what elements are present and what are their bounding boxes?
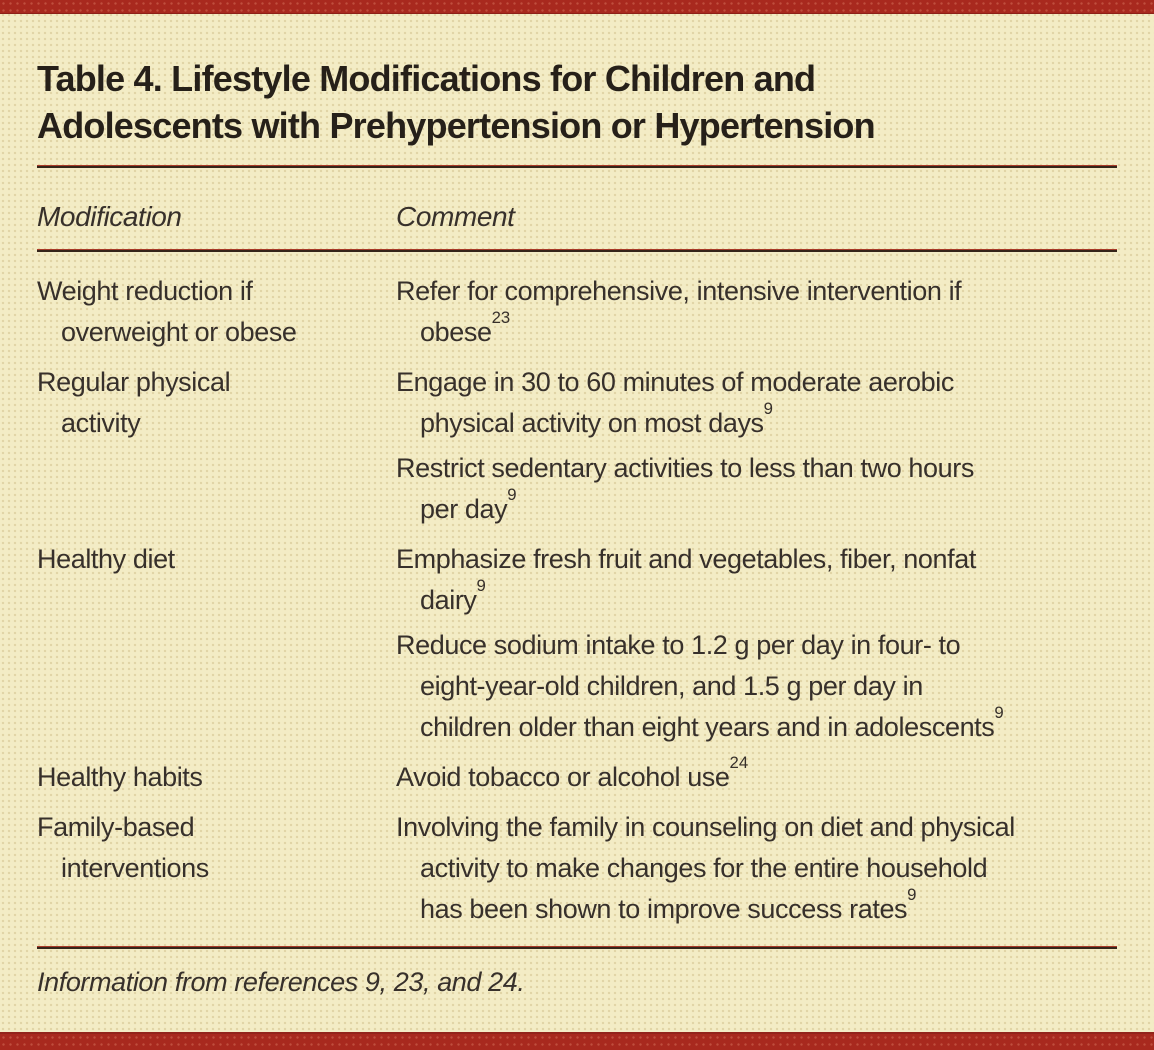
footer-rule: [37, 946, 1117, 949]
reference-superscript: 9: [476, 575, 486, 595]
column-header-comment: Comment: [396, 201, 515, 232]
modification-cell: Healthy habits: [37, 757, 327, 802]
modification-text: Healthy habits: [37, 762, 203, 792]
table-row: Family-based interventions Involving the f…: [37, 807, 1117, 934]
modification-cell: Healthy diet: [37, 539, 327, 752]
reference-superscript: 24: [729, 752, 749, 772]
table-row: Weight reduction if overweight or obese Re…: [37, 271, 1117, 357]
modification-text: Family-based interventions: [37, 812, 209, 883]
table-row: Regular physical activity Engage in 30 to …: [37, 362, 1117, 534]
comment-paragraph: Reduce sodium intake to 1.2 g per day in…: [396, 630, 1004, 742]
reference-superscript: 9: [507, 484, 517, 504]
comment-paragraph: Restrict sedentary activities to less th…: [396, 453, 974, 524]
reference-superscript: 23: [491, 307, 511, 327]
modification-cell: Weight reduction if overweight or obese: [37, 271, 327, 357]
comment-paragraph: Avoid tobacco or alcohol use24: [396, 752, 749, 792]
comment-cell: Refer for comprehensive, intensive inter…: [396, 271, 1117, 357]
comment-paragraph: Emphasize fresh fruit and vegetables, fi…: [396, 544, 976, 615]
table-row: Healthy diet Emphasize fresh fruit and ve…: [37, 539, 1117, 752]
table-row: Healthy habits Avoid tobacco or alcohol u…: [37, 752, 1117, 802]
comment-cell: Engage in 30 to 60 minutes of moderate a…: [396, 362, 1117, 534]
table-figure: Table 4. Lifestyle Modifications for Chi…: [0, 14, 1154, 1003]
top-accent-bar: [0, 0, 1154, 14]
reference-superscript: 9: [994, 702, 1004, 722]
reference-superscript: 9: [907, 884, 917, 904]
footnote: Information from references 9, 23, and 2…: [37, 967, 525, 997]
modification-text: Healthy diet: [37, 544, 175, 574]
modification-cell: Regular physical activity: [37, 362, 327, 534]
column-header-modification: Modification: [37, 201, 182, 232]
comment-paragraph: Involving the family in counseling on di…: [396, 812, 1015, 924]
header-rule: [37, 249, 1117, 252]
table-title: Table 4. Lifestyle Modifications for Chi…: [37, 58, 876, 146]
table-body: Weight reduction if overweight or obese Re…: [37, 252, 1117, 934]
modification-text: Weight reduction if overweight or obese: [37, 276, 297, 347]
comment-cell: Avoid tobacco or alcohol use24: [396, 752, 1117, 802]
modification-text: Regular physical activity: [37, 367, 231, 438]
modification-cell: Family-based interventions: [37, 807, 327, 934]
table-header-row: Modification Comment: [37, 168, 1117, 249]
comment-cell: Emphasize fresh fruit and vegetables, fi…: [396, 539, 1117, 752]
bottom-accent-bar: [0, 1032, 1154, 1050]
reference-superscript: 9: [763, 398, 773, 418]
comment-paragraph: Engage in 30 to 60 minutes of moderate a…: [396, 367, 954, 438]
comment-paragraph: Refer for comprehensive, intensive inter…: [396, 276, 962, 347]
title-rule: [37, 165, 1117, 168]
comment-cell: Involving the family in counseling on di…: [396, 807, 1117, 934]
